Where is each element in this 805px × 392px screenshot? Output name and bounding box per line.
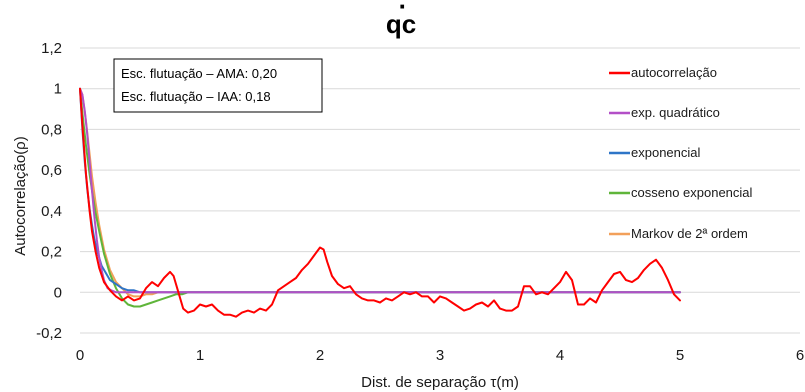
y-tick-label: -0,2 (36, 325, 62, 342)
x-tick-label: 1 (196, 347, 204, 364)
series-lines (79, 87, 681, 318)
y-tick-label: 1 (54, 81, 62, 98)
y-axis-title: Autocorrelação(ρ) (12, 136, 29, 255)
y-tick-label: 0 (54, 284, 62, 301)
y-tick-label: 1,2 (41, 40, 62, 57)
series-line-0 (79, 87, 681, 318)
x-tick-label: 0 (76, 347, 84, 364)
legend: autocorrelação exp. quadrático exponencial… (609, 65, 753, 241)
x-axis-ticks: 0 1 2 3 4 5 6 (76, 347, 804, 364)
chart-title: qc (386, 9, 416, 39)
fluctuation-scale-note: Esc. flutuação – AMA: 0,20 Esc. flutuaçã… (113, 58, 323, 113)
series-line-2 (79, 87, 681, 294)
y-tick-label: 0,6 (41, 162, 62, 179)
legend-label: exponencial (631, 145, 700, 160)
y-tick-label: 0,8 (41, 121, 62, 138)
series-line-1 (79, 87, 681, 294)
x-tick-label: 6 (796, 347, 804, 364)
series-line-3 (79, 87, 681, 308)
x-tick-label: 5 (676, 347, 684, 364)
x-tick-label: 3 (436, 347, 444, 364)
legend-label: autocorrelação (631, 65, 717, 80)
note-line-ama: Esc. flutuação – AMA: 0,20 (121, 66, 277, 81)
legend-label: Markov de 2ª ordem (631, 226, 748, 241)
note-line-iaa: Esc. flutuação – IAA: 0,18 (121, 89, 271, 104)
legend-label: cosseno exponencial (631, 185, 753, 200)
series-line-4 (79, 87, 681, 298)
y-tick-label: 0,4 (41, 203, 62, 220)
chart-title-dot: · (399, 0, 408, 21)
chart-title-group: qc · (386, 0, 416, 39)
x-axis-title: Dist. de separação τ(m) (361, 374, 519, 391)
x-tick-label: 2 (316, 347, 324, 364)
y-axis-ticks: -0,2 0 0,2 0,4 0,6 0,8 1 1,2 (36, 40, 62, 342)
y-tick-label: 0,2 (41, 244, 62, 261)
x-tick-label: 4 (556, 347, 564, 364)
note-frame (113, 58, 323, 113)
legend-label: exp. quadrático (631, 105, 720, 120)
